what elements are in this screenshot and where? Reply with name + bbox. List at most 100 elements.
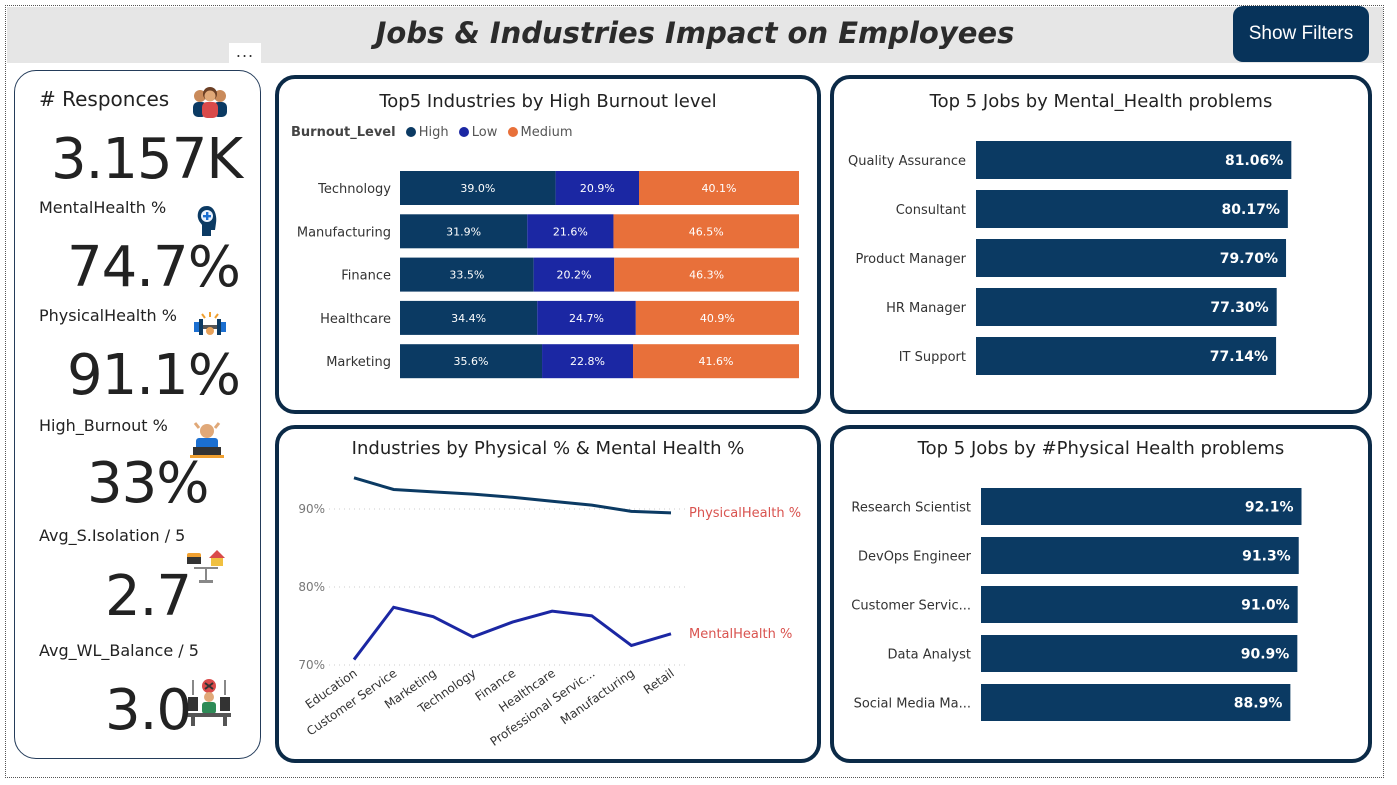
dashboard-frame xyxy=(5,5,1384,778)
dumbbell-icon xyxy=(194,312,226,335)
physical-jobs-chart-title: Top 5 Jobs by #Physical Health problems xyxy=(917,438,1285,459)
mental-health-label: MentalHealth % xyxy=(39,198,167,217)
category-label: Marketing xyxy=(326,355,391,370)
category-label: Research Scientist xyxy=(851,501,971,516)
industries-line-chart: 70%80%90% PhysicalHealth %MentalHealth %E… xyxy=(298,476,801,749)
burnout-stacked-bar-chart: Technology 39.0% 20.9% 40.1% Manufacturing 31… xyxy=(297,171,799,379)
legend-low-marker xyxy=(458,127,469,137)
category-label: HR Manager xyxy=(886,301,967,316)
mental-health-jobs-bar-chart: Quality Assurance 81.06% Consultant 80.17% P… xyxy=(848,141,1292,375)
physical-health-jobs-bar-chart: Research Scientist 92.1% DevOps Engineer 91… xyxy=(851,488,1302,721)
legend-medium: Medium xyxy=(520,125,573,140)
legend-medium-marker xyxy=(507,127,518,137)
show-filters-button[interactable]: Show Filters xyxy=(1233,6,1369,62)
category-label: Product Manager xyxy=(856,252,967,267)
data-label: 21.6% xyxy=(553,225,588,238)
legend-high: High xyxy=(418,125,449,140)
bar-high xyxy=(400,171,556,205)
bar xyxy=(981,586,1298,623)
page-title: Jobs & Industries Impact on Employees xyxy=(375,16,1015,50)
data-label: 46.5% xyxy=(689,225,724,238)
kpi-panel: # Responces 3.157K MentalHealth % 74.7% … xyxy=(14,70,261,759)
category-label: Social Media Ma... xyxy=(854,697,971,712)
category-label: Consultant xyxy=(896,203,966,218)
category-label: Quality Assurance xyxy=(848,154,966,169)
physical-health-label: PhysicalHealth % xyxy=(39,306,177,325)
bar xyxy=(981,488,1302,525)
bar-medium xyxy=(639,171,799,205)
data-label: 35.6% xyxy=(454,355,489,368)
bar xyxy=(976,239,1287,277)
bar xyxy=(976,141,1292,179)
bar-high xyxy=(400,257,534,292)
bar xyxy=(976,288,1277,326)
bar xyxy=(976,337,1277,375)
data-label: 79.70% xyxy=(1220,251,1278,267)
data-label: 80.17% xyxy=(1222,202,1280,218)
y-tick-label: 80% xyxy=(298,580,325,594)
data-label: 20.2% xyxy=(556,269,591,282)
high-burnout-value: 33% xyxy=(87,451,209,516)
data-label: 88.9% xyxy=(1234,696,1283,712)
burnout-legend: Burnout_Level High Low Medium xyxy=(291,125,572,140)
mental-jobs-chart-title: Top 5 Jobs by Mental_Health problems xyxy=(929,91,1273,112)
bar-low xyxy=(533,257,615,292)
bar-medium xyxy=(613,214,799,249)
y-tick-label: 90% xyxy=(298,502,325,516)
bar-high xyxy=(400,214,528,249)
data-label: 34.4% xyxy=(451,312,486,325)
burnout-industries-card: Top5 Industries by High Burnout level Bu… xyxy=(275,75,821,414)
category-label: IT Support xyxy=(899,350,966,365)
data-label: 92.1% xyxy=(1245,500,1294,516)
series-line-physical xyxy=(353,476,672,515)
bar-medium xyxy=(635,300,799,335)
legend-title: Burnout_Level xyxy=(291,125,396,140)
y-tick-label: 70% xyxy=(298,658,325,672)
people-group-icon xyxy=(193,87,227,118)
more-options-icon[interactable]: ... xyxy=(229,43,261,67)
legend-high-marker xyxy=(405,127,416,137)
data-label: 91.0% xyxy=(1241,598,1290,614)
data-label: 77.30% xyxy=(1210,300,1268,316)
data-label: 90.9% xyxy=(1241,647,1290,663)
data-label: 81.06% xyxy=(1225,153,1283,169)
data-label: 22.8% xyxy=(570,355,605,368)
category-label: DevOps Engineer xyxy=(858,550,972,565)
burnout-chart-title: Top5 Industries by High Burnout level xyxy=(379,91,717,112)
category-label: Healthcare xyxy=(320,312,391,327)
data-label: 24.7% xyxy=(569,312,604,325)
work-life-balance-icon xyxy=(187,679,231,726)
bar-high xyxy=(400,344,543,379)
social-isolation-label: Avg_S.Isolation / 5 xyxy=(39,526,186,545)
data-label: 39.0% xyxy=(460,182,495,195)
isolation-icon xyxy=(187,550,225,583)
category-label: Data Analyst xyxy=(888,648,971,663)
data-label: 20.9% xyxy=(580,182,615,195)
data-label: 33.5% xyxy=(449,269,484,282)
data-label: 77.14% xyxy=(1210,349,1268,365)
bar-low xyxy=(537,300,636,335)
bar-high xyxy=(400,300,538,335)
data-label: 41.6% xyxy=(699,355,734,368)
data-label: 31.9% xyxy=(446,225,481,238)
title-bar: Jobs & Industries Impact on Employees xyxy=(7,7,1383,63)
stressed-worker-icon xyxy=(190,422,224,458)
data-label: 46.3% xyxy=(689,269,724,282)
bar-low xyxy=(542,344,634,379)
bar-medium xyxy=(614,257,799,292)
industries-line-card: Industries by Physical % & Mental Health… xyxy=(275,425,821,763)
bar-medium xyxy=(633,344,799,379)
legend-low: Low xyxy=(471,125,498,140)
physical-health-value: 91.1% xyxy=(67,343,241,408)
responses-value: 3.157K xyxy=(51,127,243,192)
mental-health-jobs-card: Top 5 Jobs by Mental_Health problems Qua… xyxy=(830,75,1372,414)
bar-low xyxy=(527,214,614,249)
bar xyxy=(981,684,1291,721)
bar xyxy=(981,635,1298,672)
bar xyxy=(981,537,1299,574)
work-life-balance-label: Avg_WL_Balance / 5 xyxy=(39,641,199,660)
data-label: 40.1% xyxy=(702,182,737,195)
physical-health-jobs-card: Top 5 Jobs by #Physical Health problems … xyxy=(830,425,1372,763)
category-label: Manufacturing xyxy=(297,225,391,240)
series-label: MentalHealth % xyxy=(689,627,792,642)
